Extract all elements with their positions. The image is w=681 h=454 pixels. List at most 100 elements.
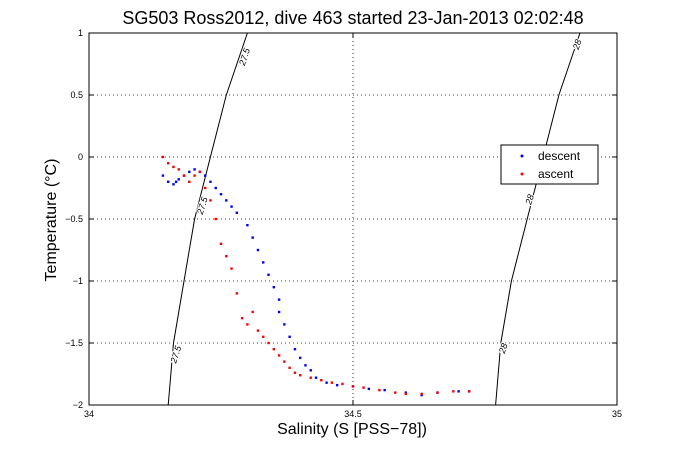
- descent-point: [420, 393, 423, 397]
- x-tick-label: 35: [612, 409, 622, 419]
- descent-point: [177, 178, 180, 181]
- ascent-point: [193, 174, 196, 177]
- ascent-point: [198, 170, 202, 174]
- ascent-point: [293, 371, 297, 374]
- ascent-point: [288, 366, 291, 369]
- descent-point: [304, 364, 307, 367]
- contour-label: 28: [523, 193, 536, 207]
- x-tick-label: 34: [84, 409, 94, 419]
- ascent-point: [225, 255, 228, 258]
- ascent-point: [299, 374, 302, 377]
- descent-point: [251, 236, 254, 239]
- descent-point: [214, 186, 217, 190]
- y-axis-label: Temperature (°C): [43, 159, 60, 282]
- y-tick-label: 0.5: [70, 90, 83, 100]
- ascent-point: [283, 360, 286, 363]
- ascent-point: [167, 162, 170, 165]
- ascent-point: [452, 390, 455, 393]
- ascent-point: [378, 388, 381, 392]
- descent-point: [209, 180, 212, 183]
- descent-point: [161, 174, 165, 177]
- descent-point: [256, 248, 260, 252]
- ascent-point: [277, 354, 281, 357]
- ascent-point: [172, 165, 175, 169]
- ascent-point: [214, 217, 217, 221]
- descent-point: [272, 286, 275, 289]
- x-axis-label: Salinity (S [PSS−78]): [277, 421, 427, 438]
- density-contour-line: [495, 32, 581, 406]
- y-tick-label: −1.5: [65, 338, 83, 348]
- descent-point: [172, 183, 175, 186]
- descent-point: [325, 381, 328, 384]
- ascent-point: [420, 392, 423, 396]
- ascent-point: [320, 379, 323, 382]
- y-tick-label: −0.5: [65, 214, 83, 224]
- ascent-point: [262, 335, 265, 338]
- ascent-point: [341, 382, 344, 386]
- ascent-point: [188, 180, 191, 183]
- ascent-point: [351, 385, 355, 388]
- chart-title: SG503 Ross2012, dive 463 started 23-Jan-…: [122, 8, 583, 28]
- descent-point: [293, 348, 297, 351]
- descent-point: [167, 180, 170, 183]
- legend-box: [500, 144, 599, 185]
- legend: descent ascent: [500, 144, 599, 185]
- y-tick-label: 1: [78, 28, 83, 38]
- ascent-point: [272, 348, 275, 351]
- descent-point: [203, 174, 207, 177]
- legend-descent-label: descent: [538, 149, 581, 163]
- descent-point: [246, 224, 249, 227]
- ascent-point: [467, 390, 471, 393]
- descent-point: [283, 323, 286, 326]
- ascent-point: [203, 186, 207, 190]
- ascent-point: [256, 329, 260, 332]
- contour-label: 28: [497, 342, 510, 356]
- descent-point: [383, 388, 386, 392]
- descent-point: [335, 383, 339, 387]
- ascent-point: [251, 310, 254, 314]
- ascent-point: [161, 155, 165, 159]
- contour-label: 28: [571, 38, 584, 52]
- descent-point: [193, 168, 196, 171]
- descent-point: [314, 376, 318, 379]
- descent-point: [288, 335, 291, 338]
- descent-point: [219, 193, 223, 196]
- density-contour-line: [167, 32, 248, 406]
- ascent-point: [309, 376, 312, 379]
- legend-descent-marker: [520, 154, 524, 158]
- descent-point: [299, 356, 302, 360]
- ascent-point: [230, 267, 233, 270]
- ascent-point: [209, 199, 212, 202]
- legend-ascent-label: ascent: [538, 167, 574, 181]
- descent-point: [277, 298, 281, 301]
- descent-point: [309, 369, 312, 372]
- ascent-point: [240, 317, 244, 320]
- ascent-point: [267, 341, 270, 345]
- legend-ascent-marker: [520, 172, 524, 176]
- descent-point: [367, 387, 371, 391]
- descent-point: [225, 199, 228, 202]
- descent-point: [404, 391, 407, 394]
- ascent-point: [182, 174, 186, 177]
- descent-point: [457, 390, 460, 393]
- descent-point: [174, 180, 178, 183]
- ascent-point: [404, 392, 407, 396]
- ascent-point: [436, 391, 439, 394]
- ascent-point: [246, 323, 249, 326]
- ascent-point: [362, 386, 365, 389]
- descent-point: [188, 170, 191, 174]
- descent-point: [230, 205, 233, 208]
- descent-point: [277, 310, 281, 314]
- ascent-point: [330, 381, 334, 384]
- ascent-point: [394, 391, 397, 394]
- y-tick-label: 0: [78, 152, 83, 162]
- descent-point: [262, 261, 265, 264]
- descent-point: [267, 273, 270, 276]
- ascent-point: [235, 292, 239, 295]
- ascent-point: [177, 168, 180, 171]
- y-tick-label: −2: [73, 400, 83, 410]
- y-tick-label: −1: [73, 276, 83, 286]
- ascent-point: [219, 242, 223, 245]
